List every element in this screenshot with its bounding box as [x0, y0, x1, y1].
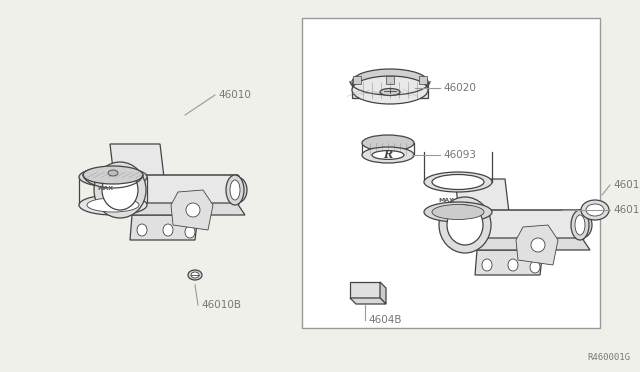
Text: MAX: MAX — [97, 186, 113, 190]
Ellipse shape — [83, 166, 143, 184]
Text: 4604B: 4604B — [368, 315, 401, 325]
Bar — [386, 76, 394, 84]
Ellipse shape — [137, 224, 147, 236]
Bar — [350, 282, 380, 298]
Ellipse shape — [424, 172, 492, 192]
Polygon shape — [475, 250, 543, 275]
Ellipse shape — [230, 180, 240, 200]
Text: R: R — [383, 148, 392, 160]
Ellipse shape — [362, 135, 414, 151]
Ellipse shape — [432, 174, 484, 189]
Ellipse shape — [571, 210, 589, 240]
Ellipse shape — [188, 270, 202, 280]
Ellipse shape — [227, 177, 247, 203]
Ellipse shape — [447, 205, 483, 245]
Polygon shape — [350, 298, 386, 304]
Ellipse shape — [439, 197, 491, 253]
Polygon shape — [110, 144, 165, 186]
Ellipse shape — [508, 259, 518, 271]
Text: 46020: 46020 — [443, 83, 476, 93]
Text: 46093: 46093 — [443, 150, 476, 160]
Ellipse shape — [79, 167, 147, 187]
Polygon shape — [113, 203, 245, 215]
Bar — [302, 18, 600, 328]
Ellipse shape — [163, 224, 173, 236]
Text: 46010: 46010 — [613, 205, 640, 215]
Ellipse shape — [586, 204, 604, 216]
Ellipse shape — [362, 147, 414, 163]
Text: 46015K: 46015K — [613, 180, 640, 190]
Ellipse shape — [531, 238, 545, 252]
Polygon shape — [380, 282, 386, 304]
Ellipse shape — [108, 170, 118, 176]
Ellipse shape — [352, 76, 428, 104]
Ellipse shape — [432, 205, 484, 219]
Ellipse shape — [79, 195, 147, 215]
Ellipse shape — [226, 175, 244, 205]
Ellipse shape — [91, 170, 135, 184]
Ellipse shape — [482, 259, 492, 271]
FancyBboxPatch shape — [352, 82, 428, 98]
Polygon shape — [455, 179, 510, 221]
Text: R460001G: R460001G — [587, 353, 630, 362]
Polygon shape — [171, 190, 213, 230]
Ellipse shape — [424, 202, 492, 222]
Text: MAX: MAX — [438, 198, 454, 202]
Ellipse shape — [186, 203, 200, 217]
Ellipse shape — [572, 212, 592, 238]
Polygon shape — [516, 225, 558, 265]
Text: 46010B: 46010B — [201, 300, 241, 310]
Ellipse shape — [372, 151, 404, 159]
Ellipse shape — [191, 272, 199, 278]
Ellipse shape — [185, 226, 195, 238]
Ellipse shape — [102, 170, 138, 210]
Ellipse shape — [87, 198, 139, 212]
Ellipse shape — [94, 162, 146, 218]
FancyBboxPatch shape — [111, 175, 239, 205]
Polygon shape — [458, 238, 590, 250]
Bar — [353, 76, 361, 84]
Ellipse shape — [352, 69, 428, 95]
Bar — [419, 76, 427, 84]
Ellipse shape — [380, 89, 400, 96]
Ellipse shape — [530, 261, 540, 273]
Ellipse shape — [581, 200, 609, 220]
Polygon shape — [130, 215, 198, 240]
Ellipse shape — [575, 215, 585, 235]
FancyBboxPatch shape — [456, 210, 584, 240]
Text: 46010: 46010 — [218, 90, 251, 100]
